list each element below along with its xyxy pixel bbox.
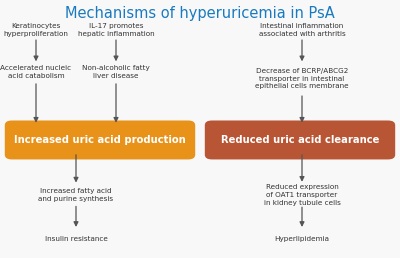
Text: Mechanisms of hyperuricemia in PsA: Mechanisms of hyperuricemia in PsA	[65, 6, 335, 21]
Text: Reduced uric acid clearance: Reduced uric acid clearance	[221, 135, 379, 145]
Text: Keratinocytes
hyperproliferation: Keratinocytes hyperproliferation	[4, 23, 68, 37]
Text: Hyperlipidemia: Hyperlipidemia	[274, 236, 330, 242]
Text: Insulin resistance: Insulin resistance	[44, 236, 108, 242]
Text: IL-17 promotes
hepatic inflammation: IL-17 promotes hepatic inflammation	[78, 23, 154, 37]
FancyBboxPatch shape	[5, 120, 195, 159]
Text: Decrease of BCRP/ABCG2
transporter in intestinal
epithelial cells membrane: Decrease of BCRP/ABCG2 transporter in in…	[255, 68, 349, 90]
Text: Accelerated nucleic
acid catabolism: Accelerated nucleic acid catabolism	[0, 65, 72, 79]
Text: Reduced expression
of OAT1 transporter
in kidney tubule cells: Reduced expression of OAT1 transporter i…	[264, 184, 340, 206]
FancyBboxPatch shape	[205, 120, 395, 159]
Text: Increased fatty acid
and purine synthesis: Increased fatty acid and purine synthesi…	[38, 188, 114, 202]
Text: Intestinal inflammation
associated with arthritis: Intestinal inflammation associated with …	[259, 23, 345, 37]
Text: Non-alcoholic fatty
liver disease: Non-alcoholic fatty liver disease	[82, 65, 150, 79]
Text: Increased uric acid production: Increased uric acid production	[14, 135, 186, 145]
